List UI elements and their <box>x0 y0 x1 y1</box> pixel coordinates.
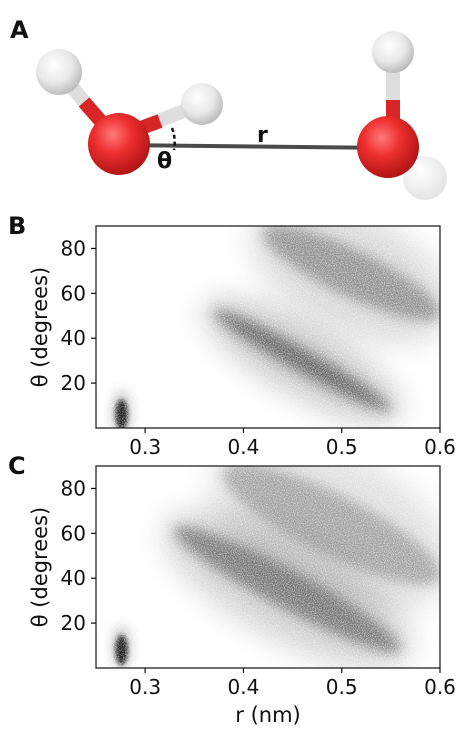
panel-b-letter: B <box>8 212 26 240</box>
panel-c-density <box>96 466 440 668</box>
panel-b-density <box>96 226 440 428</box>
right-oxygen <box>357 116 419 178</box>
y-tick-label: 20 <box>61 611 86 635</box>
panel-c-xlabel: r (nm) <box>235 703 300 727</box>
panel-b: B 0.3 0.4 0.5 0.6 20 40 60 80 θ (degrees) <box>8 212 456 459</box>
panel-a: A θ r <box>10 16 447 200</box>
right-hydrogen-2 <box>403 156 447 200</box>
angle-label: θ <box>157 149 172 174</box>
x-tick-label: 0.6 <box>424 435 456 459</box>
x-tick-label: 0.5 <box>326 675 358 699</box>
left-water <box>36 49 223 175</box>
panel-b-ylabel: θ (degrees) <box>28 267 52 387</box>
distance-label: r <box>257 123 268 148</box>
density-grain-c <box>96 466 440 668</box>
y-tick-label: 40 <box>61 566 86 590</box>
left-oxygen <box>88 113 150 175</box>
right-water <box>357 31 447 200</box>
panel-c-frame <box>95 465 441 669</box>
panel-c-letter: C <box>8 452 26 480</box>
x-tick-label: 0.4 <box>228 675 260 699</box>
panel-c-yticks: 20 40 60 80 <box>61 476 96 635</box>
density-grain-b <box>96 226 440 428</box>
panel-c-xticks: 0.3 0.4 0.5 0.6 <box>129 668 456 699</box>
x-tick-label: 0.4 <box>228 435 260 459</box>
left-hydrogen-2 <box>181 83 223 125</box>
right-hydrogen-1 <box>372 31 414 73</box>
y-tick-label: 40 <box>61 326 86 350</box>
y-tick-label: 80 <box>61 476 86 500</box>
x-tick-label: 0.3 <box>129 675 161 699</box>
y-tick-label: 20 <box>61 371 86 395</box>
panel-b-xticks: 0.3 0.4 0.5 0.6 <box>129 428 456 459</box>
left-hydrogen-1 <box>36 49 82 95</box>
panel-b-yticks: 20 40 60 80 <box>61 236 96 395</box>
angle-arc <box>170 127 176 151</box>
panel-a-letter: A <box>10 16 29 44</box>
distance-line <box>119 143 389 150</box>
panel-b-frame <box>95 225 441 429</box>
y-tick-label: 60 <box>61 521 86 545</box>
x-tick-label: 0.6 <box>424 675 456 699</box>
panel-c: C 0.3 0.4 0.5 0.6 20 40 60 80 θ (degrees) r (n… <box>8 452 456 727</box>
x-tick-label: 0.5 <box>326 435 358 459</box>
y-tick-label: 80 <box>61 236 86 260</box>
x-tick-label: 0.3 <box>129 435 161 459</box>
y-tick-label: 60 <box>61 281 86 305</box>
panel-c-ylabel: θ (degrees) <box>28 507 52 627</box>
